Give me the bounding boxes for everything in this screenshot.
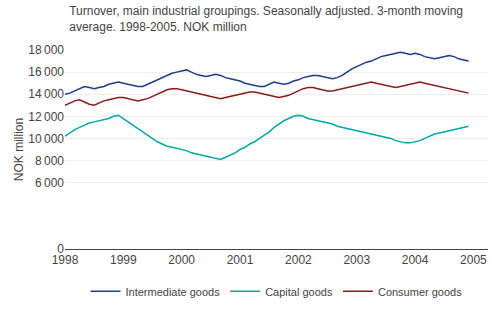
svg-text:6 000: 6 000 [35, 176, 64, 190]
svg-text:2003: 2003 [343, 253, 370, 267]
svg-text:2001: 2001 [227, 253, 254, 267]
svg-text:Turnover, main industrial grou: Turnover, main industrial groupings. Sea… [69, 4, 463, 34]
svg-text:Capital goods: Capital goods [265, 286, 333, 298]
svg-text:1999: 1999 [110, 253, 137, 267]
svg-text:0: 0 [57, 242, 64, 256]
svg-text:1998: 1998 [52, 253, 79, 267]
svg-text:8 000: 8 000 [35, 154, 64, 168]
svg-text:2005: 2005 [460, 253, 487, 267]
svg-text:12 000: 12 000 [28, 110, 64, 124]
svg-text:2004: 2004 [402, 253, 429, 267]
svg-text:10 000: 10 000 [28, 132, 64, 146]
svg-text:14 000: 14 000 [28, 87, 64, 101]
svg-text:2000: 2000 [168, 253, 195, 267]
svg-text:Consumer goods: Consumer goods [378, 286, 462, 298]
svg-text:16 000: 16 000 [28, 65, 64, 79]
svg-text:NOK million: NOK million [12, 118, 26, 181]
svg-text:18 000: 18 000 [28, 43, 64, 57]
svg-text:2002: 2002 [285, 253, 312, 267]
svg-text:Intermediate goods: Intermediate goods [126, 286, 221, 298]
